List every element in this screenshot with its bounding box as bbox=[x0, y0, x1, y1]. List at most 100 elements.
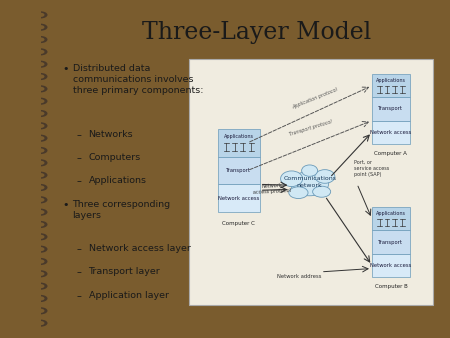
Text: Transport: Transport bbox=[378, 106, 404, 112]
Text: •: • bbox=[63, 64, 69, 74]
Ellipse shape bbox=[36, 161, 45, 165]
Ellipse shape bbox=[313, 186, 331, 197]
Ellipse shape bbox=[33, 307, 48, 314]
Ellipse shape bbox=[36, 124, 45, 128]
Ellipse shape bbox=[36, 185, 45, 190]
Text: Transport: Transport bbox=[226, 168, 251, 173]
Ellipse shape bbox=[36, 272, 45, 276]
Text: Transport layer: Transport layer bbox=[89, 267, 160, 276]
Ellipse shape bbox=[36, 38, 45, 42]
Ellipse shape bbox=[36, 87, 45, 91]
FancyBboxPatch shape bbox=[372, 254, 410, 277]
Ellipse shape bbox=[36, 99, 45, 103]
Text: Port, or
service access
point (SAP): Port, or service access point (SAP) bbox=[354, 160, 389, 177]
Text: Applications: Applications bbox=[376, 211, 406, 216]
Ellipse shape bbox=[33, 184, 48, 191]
Ellipse shape bbox=[33, 122, 48, 129]
Ellipse shape bbox=[36, 173, 45, 177]
Text: –: – bbox=[76, 130, 81, 140]
Text: Application layer: Application layer bbox=[89, 291, 169, 300]
Text: Network access: Network access bbox=[218, 196, 260, 201]
Ellipse shape bbox=[33, 110, 48, 117]
Ellipse shape bbox=[33, 61, 48, 68]
Ellipse shape bbox=[33, 270, 48, 277]
Text: Communications
network: Communications network bbox=[283, 176, 336, 188]
Ellipse shape bbox=[33, 85, 48, 92]
Ellipse shape bbox=[289, 187, 308, 198]
Ellipse shape bbox=[36, 309, 45, 313]
Ellipse shape bbox=[33, 283, 48, 290]
Text: Applications: Applications bbox=[89, 176, 147, 186]
Text: Networks: Networks bbox=[89, 130, 133, 139]
Ellipse shape bbox=[36, 25, 45, 29]
Ellipse shape bbox=[33, 135, 48, 142]
Text: Applications: Applications bbox=[224, 135, 254, 140]
Ellipse shape bbox=[36, 62, 45, 66]
Ellipse shape bbox=[33, 221, 48, 228]
Text: –: – bbox=[76, 176, 81, 187]
Ellipse shape bbox=[36, 74, 45, 79]
Text: Applications: Applications bbox=[376, 78, 406, 83]
Text: Network access layer: Network access layer bbox=[89, 244, 190, 253]
Text: Network
access protocol: Network access protocol bbox=[252, 182, 291, 195]
FancyBboxPatch shape bbox=[218, 185, 260, 212]
Text: Network address: Network address bbox=[277, 274, 321, 280]
Ellipse shape bbox=[36, 136, 45, 140]
FancyBboxPatch shape bbox=[372, 231, 410, 254]
Ellipse shape bbox=[315, 170, 335, 183]
Text: Three-Layer Model: Three-Layer Model bbox=[142, 21, 371, 44]
FancyBboxPatch shape bbox=[372, 97, 410, 121]
FancyBboxPatch shape bbox=[372, 74, 410, 97]
Text: –: – bbox=[76, 153, 81, 163]
Ellipse shape bbox=[302, 165, 318, 176]
Ellipse shape bbox=[36, 235, 45, 239]
Text: Computers: Computers bbox=[89, 153, 141, 162]
Text: –: – bbox=[76, 244, 81, 254]
Ellipse shape bbox=[33, 196, 48, 203]
Text: Computer A: Computer A bbox=[374, 151, 407, 156]
Text: Computer C: Computer C bbox=[222, 221, 255, 226]
Ellipse shape bbox=[33, 11, 48, 19]
Ellipse shape bbox=[36, 247, 45, 251]
Text: Distributed data
communications involves
three primary components:: Distributed data communications involves… bbox=[72, 64, 203, 95]
Text: Three corresponding
layers: Three corresponding layers bbox=[72, 200, 171, 220]
Text: Transport protocol: Transport protocol bbox=[289, 120, 333, 137]
Ellipse shape bbox=[33, 319, 48, 327]
Ellipse shape bbox=[33, 209, 48, 216]
Text: Application protocol: Application protocol bbox=[291, 87, 338, 110]
Ellipse shape bbox=[33, 24, 48, 31]
Ellipse shape bbox=[33, 258, 48, 265]
FancyBboxPatch shape bbox=[218, 157, 260, 185]
FancyBboxPatch shape bbox=[372, 121, 410, 144]
Ellipse shape bbox=[33, 159, 48, 166]
Ellipse shape bbox=[33, 147, 48, 154]
FancyBboxPatch shape bbox=[372, 207, 410, 231]
Text: Transport: Transport bbox=[378, 240, 404, 244]
Ellipse shape bbox=[36, 284, 45, 288]
Text: Network access: Network access bbox=[370, 263, 412, 268]
Ellipse shape bbox=[33, 48, 48, 55]
FancyBboxPatch shape bbox=[189, 59, 433, 305]
Text: Network access: Network access bbox=[370, 130, 412, 135]
Ellipse shape bbox=[36, 210, 45, 214]
Ellipse shape bbox=[33, 246, 48, 253]
Text: –: – bbox=[76, 267, 81, 277]
Ellipse shape bbox=[36, 112, 45, 116]
Ellipse shape bbox=[33, 172, 48, 179]
Ellipse shape bbox=[36, 222, 45, 226]
FancyBboxPatch shape bbox=[218, 129, 260, 157]
Ellipse shape bbox=[33, 295, 48, 302]
Ellipse shape bbox=[36, 50, 45, 54]
Ellipse shape bbox=[36, 13, 45, 17]
Ellipse shape bbox=[36, 148, 45, 153]
Ellipse shape bbox=[281, 171, 303, 187]
Ellipse shape bbox=[291, 171, 328, 196]
Text: •: • bbox=[63, 200, 69, 210]
Ellipse shape bbox=[33, 36, 48, 43]
Ellipse shape bbox=[33, 98, 48, 105]
Ellipse shape bbox=[33, 73, 48, 80]
Ellipse shape bbox=[36, 296, 45, 300]
Ellipse shape bbox=[36, 321, 45, 325]
Text: –: – bbox=[76, 291, 81, 301]
Ellipse shape bbox=[36, 198, 45, 202]
